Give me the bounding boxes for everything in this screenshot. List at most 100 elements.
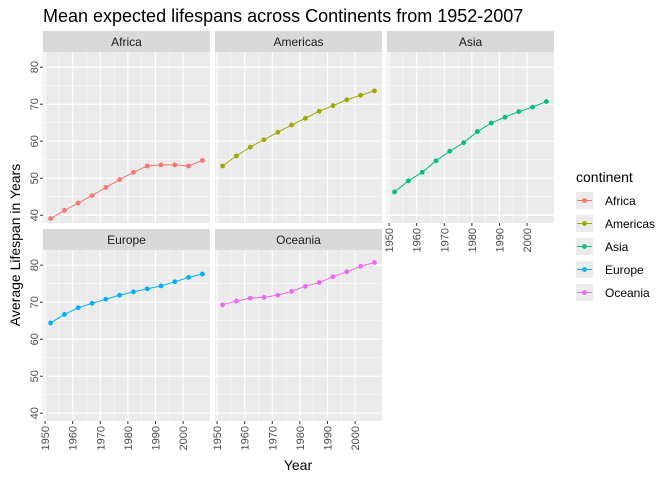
x-tick-label: 1950 [212, 426, 224, 450]
data-point-oceania [316, 280, 322, 285]
data-point-europe [172, 279, 178, 285]
data-point-asia [488, 120, 494, 126]
data-point-europe [186, 274, 192, 280]
legend: continent Africa Americas Asia Europe Oceani… [576, 169, 655, 301]
y-tick-label: 70 [29, 98, 41, 110]
legend-label-africa: Africa [605, 194, 636, 208]
data-point-africa [131, 169, 136, 175]
data-point-oceania [261, 294, 267, 300]
legend-key-point-europe [582, 267, 587, 272]
facet-asia: Asia 1950 1960 1970 1980 1990 2000 [384, 31, 554, 252]
data-point-americas [261, 137, 267, 143]
x-tick-label: 1970 [439, 228, 451, 252]
panel-background [43, 52, 210, 223]
data-point-europe [144, 286, 150, 292]
panel-background [215, 52, 382, 223]
x-tick-label: 1960 [68, 426, 80, 450]
data-point-asia [461, 140, 466, 146]
data-point-europe [200, 271, 205, 277]
facet-strip-europe [43, 229, 210, 250]
legend-key-point-americas [582, 221, 587, 226]
data-point-europe [48, 320, 53, 326]
facet-strip-oceania [215, 229, 382, 250]
y-tick-label: 40 [29, 209, 41, 221]
x-axis-title: Year [284, 457, 313, 473]
x-tick-label: 1990 [322, 426, 334, 450]
data-point-europe [158, 283, 164, 289]
x-tick-label: 1980 [295, 426, 307, 450]
facet-strip-americas [215, 31, 382, 52]
facet-strip-africa [43, 31, 210, 52]
y-tick-label: 50 [29, 172, 41, 184]
chart-title: Mean expected lifespans across Continent… [43, 6, 523, 26]
data-point-americas [289, 122, 294, 128]
x-tick-label: 1960 [412, 228, 424, 252]
data-point-africa [61, 208, 67, 213]
data-point-asia [433, 158, 439, 164]
facet-oceania: Oceania 1950 1960 1970 1980 1990 2000 [212, 229, 382, 450]
data-point-europe [131, 289, 136, 295]
facet-americas: Americas [215, 31, 382, 223]
legend-key-point-africa [582, 198, 587, 203]
legend-label-oceania: Oceania [605, 286, 650, 300]
data-point-asia [530, 104, 536, 110]
x-tick-label: 1970 [267, 426, 279, 450]
legend-label-americas: Americas [605, 217, 655, 231]
panel-background [215, 250, 382, 421]
data-point-africa [200, 158, 205, 163]
data-point-africa [144, 163, 150, 169]
facet-panels: Africa 40 50 60 70 80 Americas Asia 1950 1960 1970… [29, 31, 554, 450]
data-point-europe [61, 312, 67, 317]
data-point-africa [186, 163, 192, 169]
data-point-oceania [220, 302, 225, 308]
x-tick-label: 1950 [384, 228, 396, 252]
data-point-africa [89, 193, 95, 199]
data-point-africa [158, 162, 164, 168]
data-point-asia [502, 114, 508, 120]
x-tick-label: 1980 [467, 228, 479, 252]
x-tick-label: 2000 [350, 426, 362, 450]
legend-title: continent [576, 169, 633, 185]
data-point-africa [48, 216, 53, 221]
facet-strip-asia [387, 31, 554, 52]
data-point-asia [419, 169, 425, 175]
data-point-americas [247, 144, 253, 150]
facet-africa: Africa 40 50 60 70 80 [29, 31, 210, 223]
facet-strip-label: Asia [459, 35, 483, 49]
data-point-oceania [233, 298, 239, 304]
facet-strip-label: Africa [111, 35, 142, 49]
data-point-africa [75, 200, 81, 206]
data-point-oceania [372, 260, 377, 265]
data-point-africa [117, 177, 122, 183]
y-tick-label: 40 [29, 407, 41, 419]
data-point-americas [220, 163, 225, 169]
y-tick-label: 60 [29, 333, 41, 345]
data-point-americas [233, 153, 239, 159]
data-point-asia [392, 189, 397, 195]
x-tick-label: 2000 [178, 426, 190, 450]
legend-label-europe: Europe [605, 263, 644, 277]
facet-strip-label: Europe [107, 233, 146, 247]
data-point-europe [117, 292, 122, 298]
data-point-asia [447, 148, 453, 154]
data-point-americas [275, 129, 281, 135]
data-point-asia [405, 178, 411, 184]
x-tick-label: 2000 [522, 228, 534, 252]
y-tick-label: 70 [29, 296, 41, 308]
data-point-americas [344, 97, 350, 103]
y-tick-label: 80 [29, 61, 41, 73]
data-point-africa [103, 185, 109, 190]
x-tick-label: 1990 [494, 228, 506, 252]
series-line-asia [394, 101, 547, 193]
x-tick-label: 1950 [40, 426, 52, 450]
data-point-oceania [358, 263, 364, 269]
data-point-asia [544, 99, 549, 104]
data-point-oceania [247, 295, 253, 301]
data-point-americas [330, 103, 336, 109]
data-point-asia [475, 129, 480, 134]
data-point-oceania [275, 292, 281, 298]
data-point-europe [103, 296, 109, 302]
data-point-oceania [344, 269, 350, 275]
data-point-oceania [289, 289, 294, 294]
